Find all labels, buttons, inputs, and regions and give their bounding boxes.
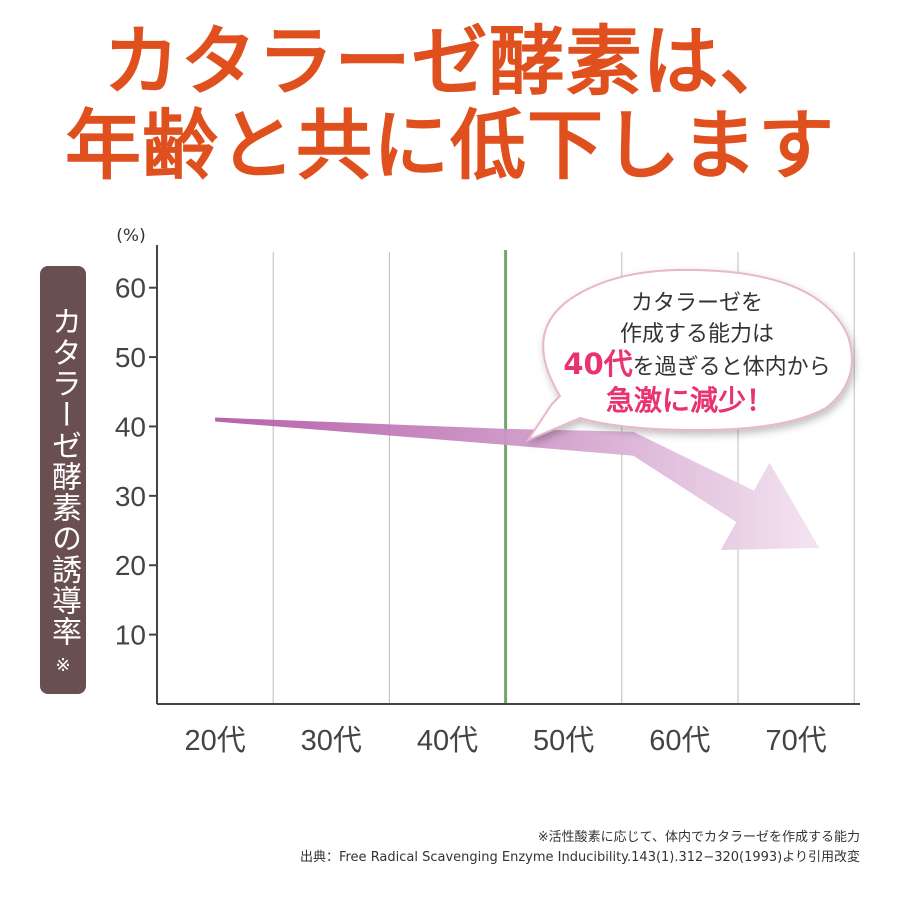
x-tick-label: 40代 [417, 725, 478, 757]
callout-highlight: 40代 [563, 347, 632, 381]
callout-bubble: カタラーゼを 作成する能力は 40代を過ぎると体内から 急激に減少！ [525, 268, 853, 443]
x-tick-label: 30代 [301, 725, 362, 757]
y-tick-label: 30 [115, 481, 146, 512]
x-tick-label: 50代 [533, 725, 594, 757]
y-tick-label: 60 [115, 273, 146, 304]
headline-line-1: カタラーゼ酵素は、 [103, 17, 797, 106]
callout-line-4: 急激に減少！ [606, 384, 774, 417]
y-axis-footnote-mark: ※ [55, 655, 71, 676]
x-tick-label: 70代 [765, 725, 826, 757]
callout-line-3: 40代を過ぎると体内から [563, 347, 830, 381]
callout-line-3-rest: を過ぎると体内から [633, 355, 831, 380]
headline-line-2: 年齢と共に低下します [65, 101, 835, 190]
trend-arrow [215, 417, 820, 550]
y-tick-label: 20 [115, 550, 146, 581]
y-tick-label: 40 [115, 411, 146, 442]
x-tick-label: 60代 [649, 725, 710, 757]
callout-line-1: カタラーゼを [631, 291, 763, 316]
y-axis-label: カタラーゼ酵素の誘導率 [46, 306, 81, 647]
x-tick-label: 20代 [184, 725, 245, 757]
footnote-note: ※活性酸素に応じて、体内でカタラーゼを作成する能力 [537, 830, 860, 845]
callout-shape [525, 268, 853, 443]
footnote-source: 出典：Free Radical Scavenging Enzyme Induci… [299, 850, 860, 865]
callout-line-2: 作成する能力は [620, 322, 774, 347]
y-axis-label-box: カタラーゼ酵素の誘導率 ※ [40, 266, 86, 694]
y-axis-unit: (%) [116, 226, 145, 246]
y-tick-label: 50 [115, 342, 146, 373]
y-tick-label: 10 [115, 620, 146, 651]
